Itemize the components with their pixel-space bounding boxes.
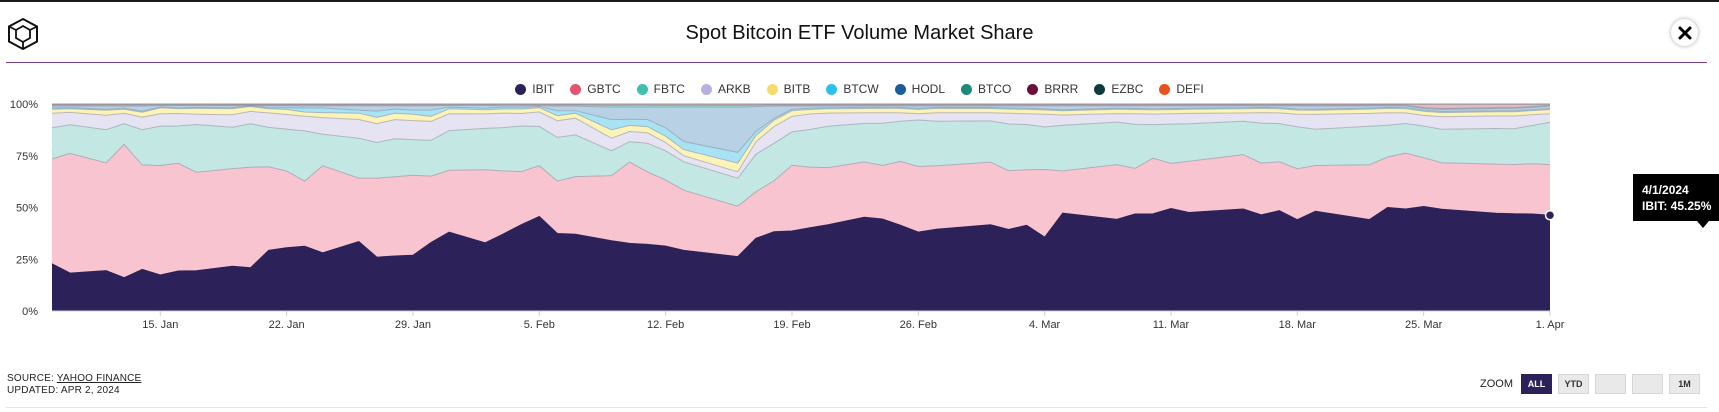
x-tick-label: 15. Jan <box>142 319 178 331</box>
line-gbtc <box>51 143 1551 207</box>
top-border <box>0 0 1719 2</box>
legend-swatch <box>894 83 906 95</box>
logo-icon <box>8 17 38 51</box>
legend-item-fbtc[interactable]: FBTC <box>636 82 685 96</box>
legend-item-gbtc[interactable]: GBTC <box>570 82 621 96</box>
legend-label: HODL <box>911 82 945 96</box>
area-arkb[interactable] <box>52 111 1550 179</box>
zoom-button-option-3[interactable] <box>1632 374 1663 394</box>
zoom-button-1m[interactable]: 1M <box>1669 374 1700 394</box>
legend-swatch <box>1159 83 1171 95</box>
y-tick-label: 50% <box>16 203 38 215</box>
legend-swatch <box>636 83 648 95</box>
legend-label: ARKB <box>717 82 751 96</box>
x-tick-label: 26. Feb <box>900 319 937 331</box>
chart-area: 0% 25% 50% 75% 100% 15. Jan 22. Jan 29. Jan 5. … <box>10 99 1565 331</box>
legend-label: EZBC <box>1111 82 1144 96</box>
line-btco <box>52 104 1551 110</box>
footer-divider <box>6 407 1707 408</box>
legend-item-btcw[interactable]: BTCW <box>826 82 879 96</box>
legend-label: DEFI <box>1176 82 1204 96</box>
x-tick-label: 12. Feb <box>647 319 684 331</box>
title-divider <box>6 62 1707 63</box>
legend-swatch <box>961 83 972 95</box>
line-hodl <box>51 104 1551 110</box>
tooltip-value: IBIT: 45.25% <box>1642 199 1712 213</box>
updated-date: UPDATED: APR 2, 2024 <box>7 385 120 396</box>
area-gbtc[interactable] <box>52 144 1550 278</box>
area-brrr[interactable] <box>52 104 1550 109</box>
legend-swatch <box>826 83 838 95</box>
legend-swatch <box>1027 83 1039 95</box>
zoom-label: ZOOM <box>1480 378 1513 390</box>
x-tick-label: 22. Jan <box>269 319 305 331</box>
line-btcw <box>51 105 1551 153</box>
source-link[interactable]: YAHOO FINANCE <box>56 373 142 384</box>
legend-swatch <box>766 83 778 95</box>
legend-item-arkb[interactable]: ARKB <box>700 82 751 96</box>
line-bitb <box>51 105 1551 164</box>
line-fbtc <box>51 119 1551 179</box>
legend-label: GBTC <box>587 82 621 96</box>
y-tick-label: 75% <box>16 151 38 163</box>
area-btco[interactable] <box>52 104 1550 110</box>
zoom-controls: ZOOM ALL YTD 1M <box>1480 374 1700 394</box>
close-button[interactable] <box>1671 19 1698 46</box>
line-arkb <box>51 110 1551 173</box>
legend-item-defi[interactable]: DEFI <box>1159 82 1204 96</box>
legend-label: BTCO <box>978 82 1012 96</box>
legend-item-ezbc[interactable]: EZBC <box>1094 82 1143 96</box>
legend-swatch <box>700 83 712 95</box>
legend-swatch <box>1094 83 1106 95</box>
chart-title: Spot Bitcoin ETF Volume Market Share <box>685 22 1034 44</box>
x-tick-label: 18. Mar <box>1279 319 1317 331</box>
x-tick-label: 5. Feb <box>524 319 555 331</box>
chart-legend: IBIT GBTC FBTC ARKB BITB BTCW HODL BTCO BRRR EZBC… <box>0 82 1719 96</box>
area-fbtc[interactable] <box>52 120 1550 207</box>
area-ibit[interactable] <box>52 206 1550 312</box>
legend-label: BRRR <box>1044 82 1079 96</box>
legend-swatch <box>515 83 527 95</box>
legend-item-btco[interactable]: BTCO <box>961 82 1011 96</box>
y-tick-label: 25% <box>16 254 38 266</box>
data-tooltip: 4/1/2024 IBIT: 45.25% <box>1633 174 1719 221</box>
tooltip-pointer <box>1697 221 1709 228</box>
area-bitb[interactable] <box>52 106 1550 172</box>
x-tick-label: 25. Mar <box>1405 319 1443 331</box>
legend-label: IBIT <box>532 82 555 96</box>
source-note: SOURCE: YAHOO FINANCE <box>7 373 141 384</box>
legend-swatch <box>570 83 582 95</box>
zoom-button-all[interactable]: ALL <box>1521 374 1552 394</box>
legend-item-ibit[interactable]: IBIT <box>515 82 554 96</box>
legend-label: BTCW <box>843 82 879 96</box>
zoom-button-ytd[interactable]: YTD <box>1558 374 1589 394</box>
line-ibit <box>51 205 1551 279</box>
legend-label: FBTC <box>653 82 685 96</box>
x-tick-label: 19. Feb <box>773 319 810 331</box>
legend-item-bitb[interactable]: BITB <box>766 82 811 96</box>
legend-item-brrr[interactable]: BRRR <box>1027 82 1078 96</box>
x-tick-label: 1. Apr <box>1536 319 1565 331</box>
tooltip-date: 4/1/2024 <box>1642 183 1689 197</box>
x-tick-label: 29. Jan <box>395 319 431 331</box>
x-tick-label: 11. Mar <box>1153 319 1190 331</box>
legend-item-hodl[interactable]: HODL <box>894 82 945 96</box>
zoom-button-option-2[interactable] <box>1595 374 1626 394</box>
x-tick-label: 4. Mar <box>1029 319 1061 331</box>
source-prefix: SOURCE: <box>7 373 54 384</box>
legend-label: BITB <box>783 82 811 96</box>
hover-point-marker[interactable] <box>1544 209 1556 221</box>
y-tick-label: 0% <box>22 306 38 318</box>
y-tick-label: 100% <box>10 99 38 111</box>
close-icon <box>1678 26 1691 39</box>
